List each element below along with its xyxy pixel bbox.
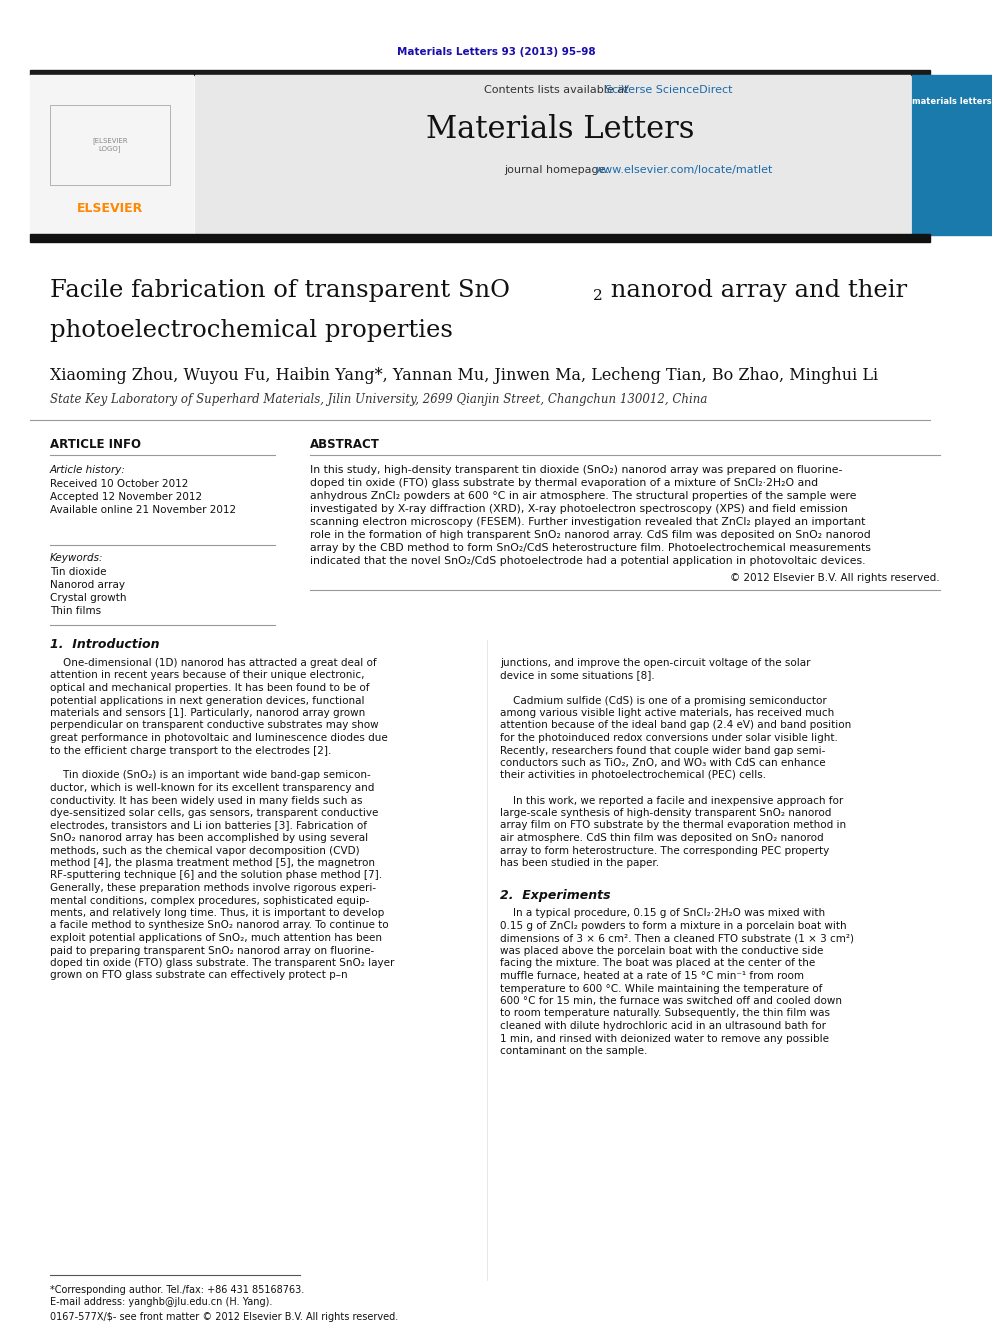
- Text: electrodes, transistors and Li ion batteries [3]. Fabrication of: electrodes, transistors and Li ion batte…: [50, 820, 367, 831]
- Text: One-dimensional (1D) nanorod has attracted a great deal of: One-dimensional (1D) nanorod has attract…: [50, 658, 377, 668]
- Text: Crystal growth: Crystal growth: [50, 593, 127, 603]
- Text: 1.  Introduction: 1. Introduction: [50, 639, 160, 651]
- Text: air atmosphere. CdS thin film was deposited on SnO₂ nanorod: air atmosphere. CdS thin film was deposi…: [500, 833, 823, 843]
- Text: In this study, high-density transparent tin dioxide (SnO₂) nanorod array was pre: In this study, high-density transparent …: [310, 464, 842, 475]
- Text: Keywords:: Keywords:: [50, 553, 103, 564]
- Text: journal homepage:: journal homepage:: [504, 165, 616, 175]
- Text: great performance in photovoltaic and luminescence diodes due: great performance in photovoltaic and lu…: [50, 733, 388, 744]
- Text: nanorod array and their: nanorod array and their: [603, 279, 907, 302]
- Text: Contents lists available at: Contents lists available at: [484, 85, 636, 95]
- Text: contaminant on the sample.: contaminant on the sample.: [500, 1046, 648, 1056]
- Text: ABSTRACT: ABSTRACT: [310, 438, 380, 451]
- Text: mental conditions, complex procedures, sophisticated equip-: mental conditions, complex procedures, s…: [50, 896, 369, 905]
- Text: to the efficient charge transport to the electrodes [2].: to the efficient charge transport to the…: [50, 745, 331, 755]
- Text: potential applications in next generation devices, functional: potential applications in next generatio…: [50, 696, 364, 705]
- Text: Materials Letters: Materials Letters: [426, 115, 694, 146]
- Bar: [912, 75, 992, 235]
- Text: paid to preparing transparent SnO₂ nanorod array on fluorine-: paid to preparing transparent SnO₂ nanor…: [50, 946, 374, 955]
- Text: Facile fabrication of transparent SnO: Facile fabrication of transparent SnO: [50, 279, 510, 302]
- Text: attention because of the ideal band gap (2.4 eV) and band position: attention because of the ideal band gap …: [500, 721, 851, 730]
- Text: ARTICLE INFO: ARTICLE INFO: [50, 438, 141, 451]
- Text: 2.  Experiments: 2. Experiments: [500, 889, 611, 902]
- Text: array to form heterostructure. The corresponding PEC property: array to form heterostructure. The corre…: [500, 845, 829, 856]
- Text: cleaned with dilute hydrochloric acid in an ultrasound bath for: cleaned with dilute hydrochloric acid in…: [500, 1021, 826, 1031]
- Text: for the photoinduced redox conversions under solar visible light.: for the photoinduced redox conversions u…: [500, 733, 838, 744]
- Text: among various visible light active materials, has received much: among various visible light active mater…: [500, 708, 834, 718]
- Text: to room temperature naturally. Subsequently, the thin film was: to room temperature naturally. Subsequen…: [500, 1008, 830, 1019]
- Text: E-mail address: yanghb@jlu.edu.cn (H. Yang).: E-mail address: yanghb@jlu.edu.cn (H. Ya…: [50, 1297, 273, 1307]
- Text: SciVerse ScienceDirect: SciVerse ScienceDirect: [605, 85, 732, 95]
- Text: 0.15 g of ZnCl₂ powders to form a mixture in a porcelain boat with: 0.15 g of ZnCl₂ powders to form a mixtur…: [500, 921, 846, 931]
- Text: indicated that the novel SnO₂/CdS photoelectrode had a potential application in : indicated that the novel SnO₂/CdS photoe…: [310, 556, 865, 566]
- Text: *Corresponding author. Tel./fax: +86 431 85168763.: *Corresponding author. Tel./fax: +86 431…: [50, 1285, 305, 1295]
- Text: Received 10 October 2012: Received 10 October 2012: [50, 479, 188, 490]
- Text: Available online 21 November 2012: Available online 21 November 2012: [50, 505, 236, 515]
- Bar: [30, 70, 930, 75]
- Text: [ELSEVIER
LOGO]: [ELSEVIER LOGO]: [92, 138, 128, 152]
- Text: In a typical procedure, 0.15 g of SnCl₂·2H₂O was mixed with: In a typical procedure, 0.15 g of SnCl₂·…: [500, 909, 825, 918]
- Text: ELSEVIER: ELSEVIER: [76, 201, 143, 214]
- Text: scanning electron microscopy (FESEM). Further investigation revealed that ZnCl₂ : scanning electron microscopy (FESEM). Fu…: [310, 517, 865, 527]
- Text: their activities in photoelectrochemical (PEC) cells.: their activities in photoelectrochemical…: [500, 770, 766, 781]
- Text: Xiaoming Zhou, Wuyou Fu, Haibin Yang*, Yannan Mu, Jinwen Ma, Lecheng Tian, Bo Zh: Xiaoming Zhou, Wuyou Fu, Haibin Yang*, Y…: [50, 366, 878, 384]
- Text: State Key Laboratory of Superhard Materials, Jilin University, 2699 Qianjin Stre: State Key Laboratory of Superhard Materi…: [50, 393, 707, 406]
- Text: Materials Letters 93 (2013) 95–98: Materials Letters 93 (2013) 95–98: [397, 48, 595, 57]
- Text: doped tin oxide (FTO) glass substrate. The transparent SnO₂ layer: doped tin oxide (FTO) glass substrate. T…: [50, 958, 395, 968]
- Text: Cadmium sulfide (CdS) is one of a promising semiconductor: Cadmium sulfide (CdS) is one of a promis…: [500, 696, 826, 705]
- Text: Thin films: Thin films: [50, 606, 101, 617]
- Bar: [30, 234, 930, 242]
- Text: Tin dioxide (SnO₂) is an important wide band-gap semicon-: Tin dioxide (SnO₂) is an important wide …: [50, 770, 371, 781]
- Text: dye-sensitized solar cells, gas sensors, transparent conductive: dye-sensitized solar cells, gas sensors,…: [50, 808, 378, 818]
- Text: a facile method to synthesize SnO₂ nanorod array. To continue to: a facile method to synthesize SnO₂ nanor…: [50, 921, 389, 930]
- Text: anhydrous ZnCl₂ powders at 600 °C in air atmosphere. The structural properties o: anhydrous ZnCl₂ powders at 600 °C in air…: [310, 491, 856, 501]
- Text: www.elsevier.com/locate/matlet: www.elsevier.com/locate/matlet: [595, 165, 774, 175]
- Text: doped tin oxide (FTO) glass substrate by thermal evaporation of a mixture of SnC: doped tin oxide (FTO) glass substrate by…: [310, 478, 818, 488]
- Text: Article history:: Article history:: [50, 464, 126, 475]
- Text: conductors such as TiO₂, ZnO, and WO₃ with CdS can enhance: conductors such as TiO₂, ZnO, and WO₃ wi…: [500, 758, 825, 767]
- Text: materials and sensors [1]. Particularly, nanorod array grown: materials and sensors [1]. Particularly,…: [50, 708, 365, 718]
- Text: has been studied in the paper.: has been studied in the paper.: [500, 859, 659, 868]
- Text: ments, and relatively long time. Thus, it is important to develop: ments, and relatively long time. Thus, i…: [50, 908, 384, 918]
- Text: investigated by X-ray diffraction (XRD), X-ray photoelectron spectroscopy (XPS) : investigated by X-ray diffraction (XRD),…: [310, 504, 848, 515]
- Text: was placed above the porcelain boat with the conductive side: was placed above the porcelain boat with…: [500, 946, 823, 957]
- Text: materials letters: materials letters: [913, 98, 992, 106]
- Text: grown on FTO glass substrate can effectively protect p–n: grown on FTO glass substrate can effecti…: [50, 971, 347, 980]
- Text: array film on FTO substrate by the thermal evaporation method in: array film on FTO substrate by the therm…: [500, 820, 846, 831]
- Text: device in some situations [8].: device in some situations [8].: [500, 671, 655, 680]
- Text: large-scale synthesis of high-density transparent SnO₂ nanorod: large-scale synthesis of high-density tr…: [500, 808, 831, 818]
- Text: array by the CBD method to form SnO₂/CdS heterostructure film. Photoelectrochemi: array by the CBD method to form SnO₂/CdS…: [310, 542, 871, 553]
- Text: Tin dioxide: Tin dioxide: [50, 568, 106, 577]
- Text: attention in recent years because of their unique electronic,: attention in recent years because of the…: [50, 671, 364, 680]
- Text: RF-sputtering technique [6] and the solution phase method [7].: RF-sputtering technique [6] and the solu…: [50, 871, 382, 881]
- Text: dimensions of 3 × 6 cm². Then a cleaned FTO substrate (1 × 3 cm²): dimensions of 3 × 6 cm². Then a cleaned …: [500, 934, 854, 943]
- Text: perpendicular on transparent conductive substrates may show: perpendicular on transparent conductive …: [50, 721, 379, 730]
- Text: SnO₂ nanorod array has been accomplished by using several: SnO₂ nanorod array has been accomplished…: [50, 833, 368, 843]
- Bar: [195, 75, 910, 235]
- Text: Generally, these preparation methods involve rigorous experi-: Generally, these preparation methods inv…: [50, 882, 376, 893]
- Text: 0167-577X/$- see front matter © 2012 Elsevier B.V. All rights reserved.: 0167-577X/$- see front matter © 2012 Els…: [50, 1312, 398, 1322]
- Bar: [30, 75, 193, 235]
- Text: Recently, researchers found that couple wider band gap semi-: Recently, researchers found that couple …: [500, 745, 825, 755]
- Text: exploit potential applications of SnO₂, much attention has been: exploit potential applications of SnO₂, …: [50, 933, 382, 943]
- Text: method [4], the plasma treatment method [5], the magnetron: method [4], the plasma treatment method …: [50, 859, 375, 868]
- Text: temperature to 600 °C. While maintaining the temperature of: temperature to 600 °C. While maintaining…: [500, 983, 822, 994]
- Text: conductivity. It has been widely used in many fields such as: conductivity. It has been widely used in…: [50, 795, 362, 806]
- Text: muffle furnace, heated at a rate of 15 °C min⁻¹ from room: muffle furnace, heated at a rate of 15 °…: [500, 971, 804, 980]
- Text: 1 min, and rinsed with deionized water to remove any possible: 1 min, and rinsed with deionized water t…: [500, 1033, 829, 1044]
- Text: junctions, and improve the open-circuit voltage of the solar: junctions, and improve the open-circuit …: [500, 658, 810, 668]
- Bar: [50, 105, 170, 185]
- Text: 600 °C for 15 min, the furnace was switched off and cooled down: 600 °C for 15 min, the furnace was switc…: [500, 996, 842, 1005]
- Text: optical and mechanical properties. It has been found to be of: optical and mechanical properties. It ha…: [50, 683, 369, 693]
- Text: 2: 2: [593, 288, 603, 303]
- Text: © 2012 Elsevier B.V. All rights reserved.: © 2012 Elsevier B.V. All rights reserved…: [730, 573, 940, 583]
- Text: methods, such as the chemical vapor decomposition (CVD): methods, such as the chemical vapor deco…: [50, 845, 360, 856]
- Text: role in the formation of high transparent SnO₂ nanorod array. CdS film was depos: role in the formation of high transparen…: [310, 531, 871, 540]
- Text: Nanorod array: Nanorod array: [50, 579, 125, 590]
- Text: In this work, we reported a facile and inexpensive approach for: In this work, we reported a facile and i…: [500, 795, 843, 806]
- Text: Accepted 12 November 2012: Accepted 12 November 2012: [50, 492, 202, 501]
- Text: photoelectrochemical properties: photoelectrochemical properties: [50, 319, 453, 341]
- Text: ductor, which is well-known for its excellent transparency and: ductor, which is well-known for its exce…: [50, 783, 374, 792]
- Text: facing the mixture. The boat was placed at the center of the: facing the mixture. The boat was placed …: [500, 958, 815, 968]
